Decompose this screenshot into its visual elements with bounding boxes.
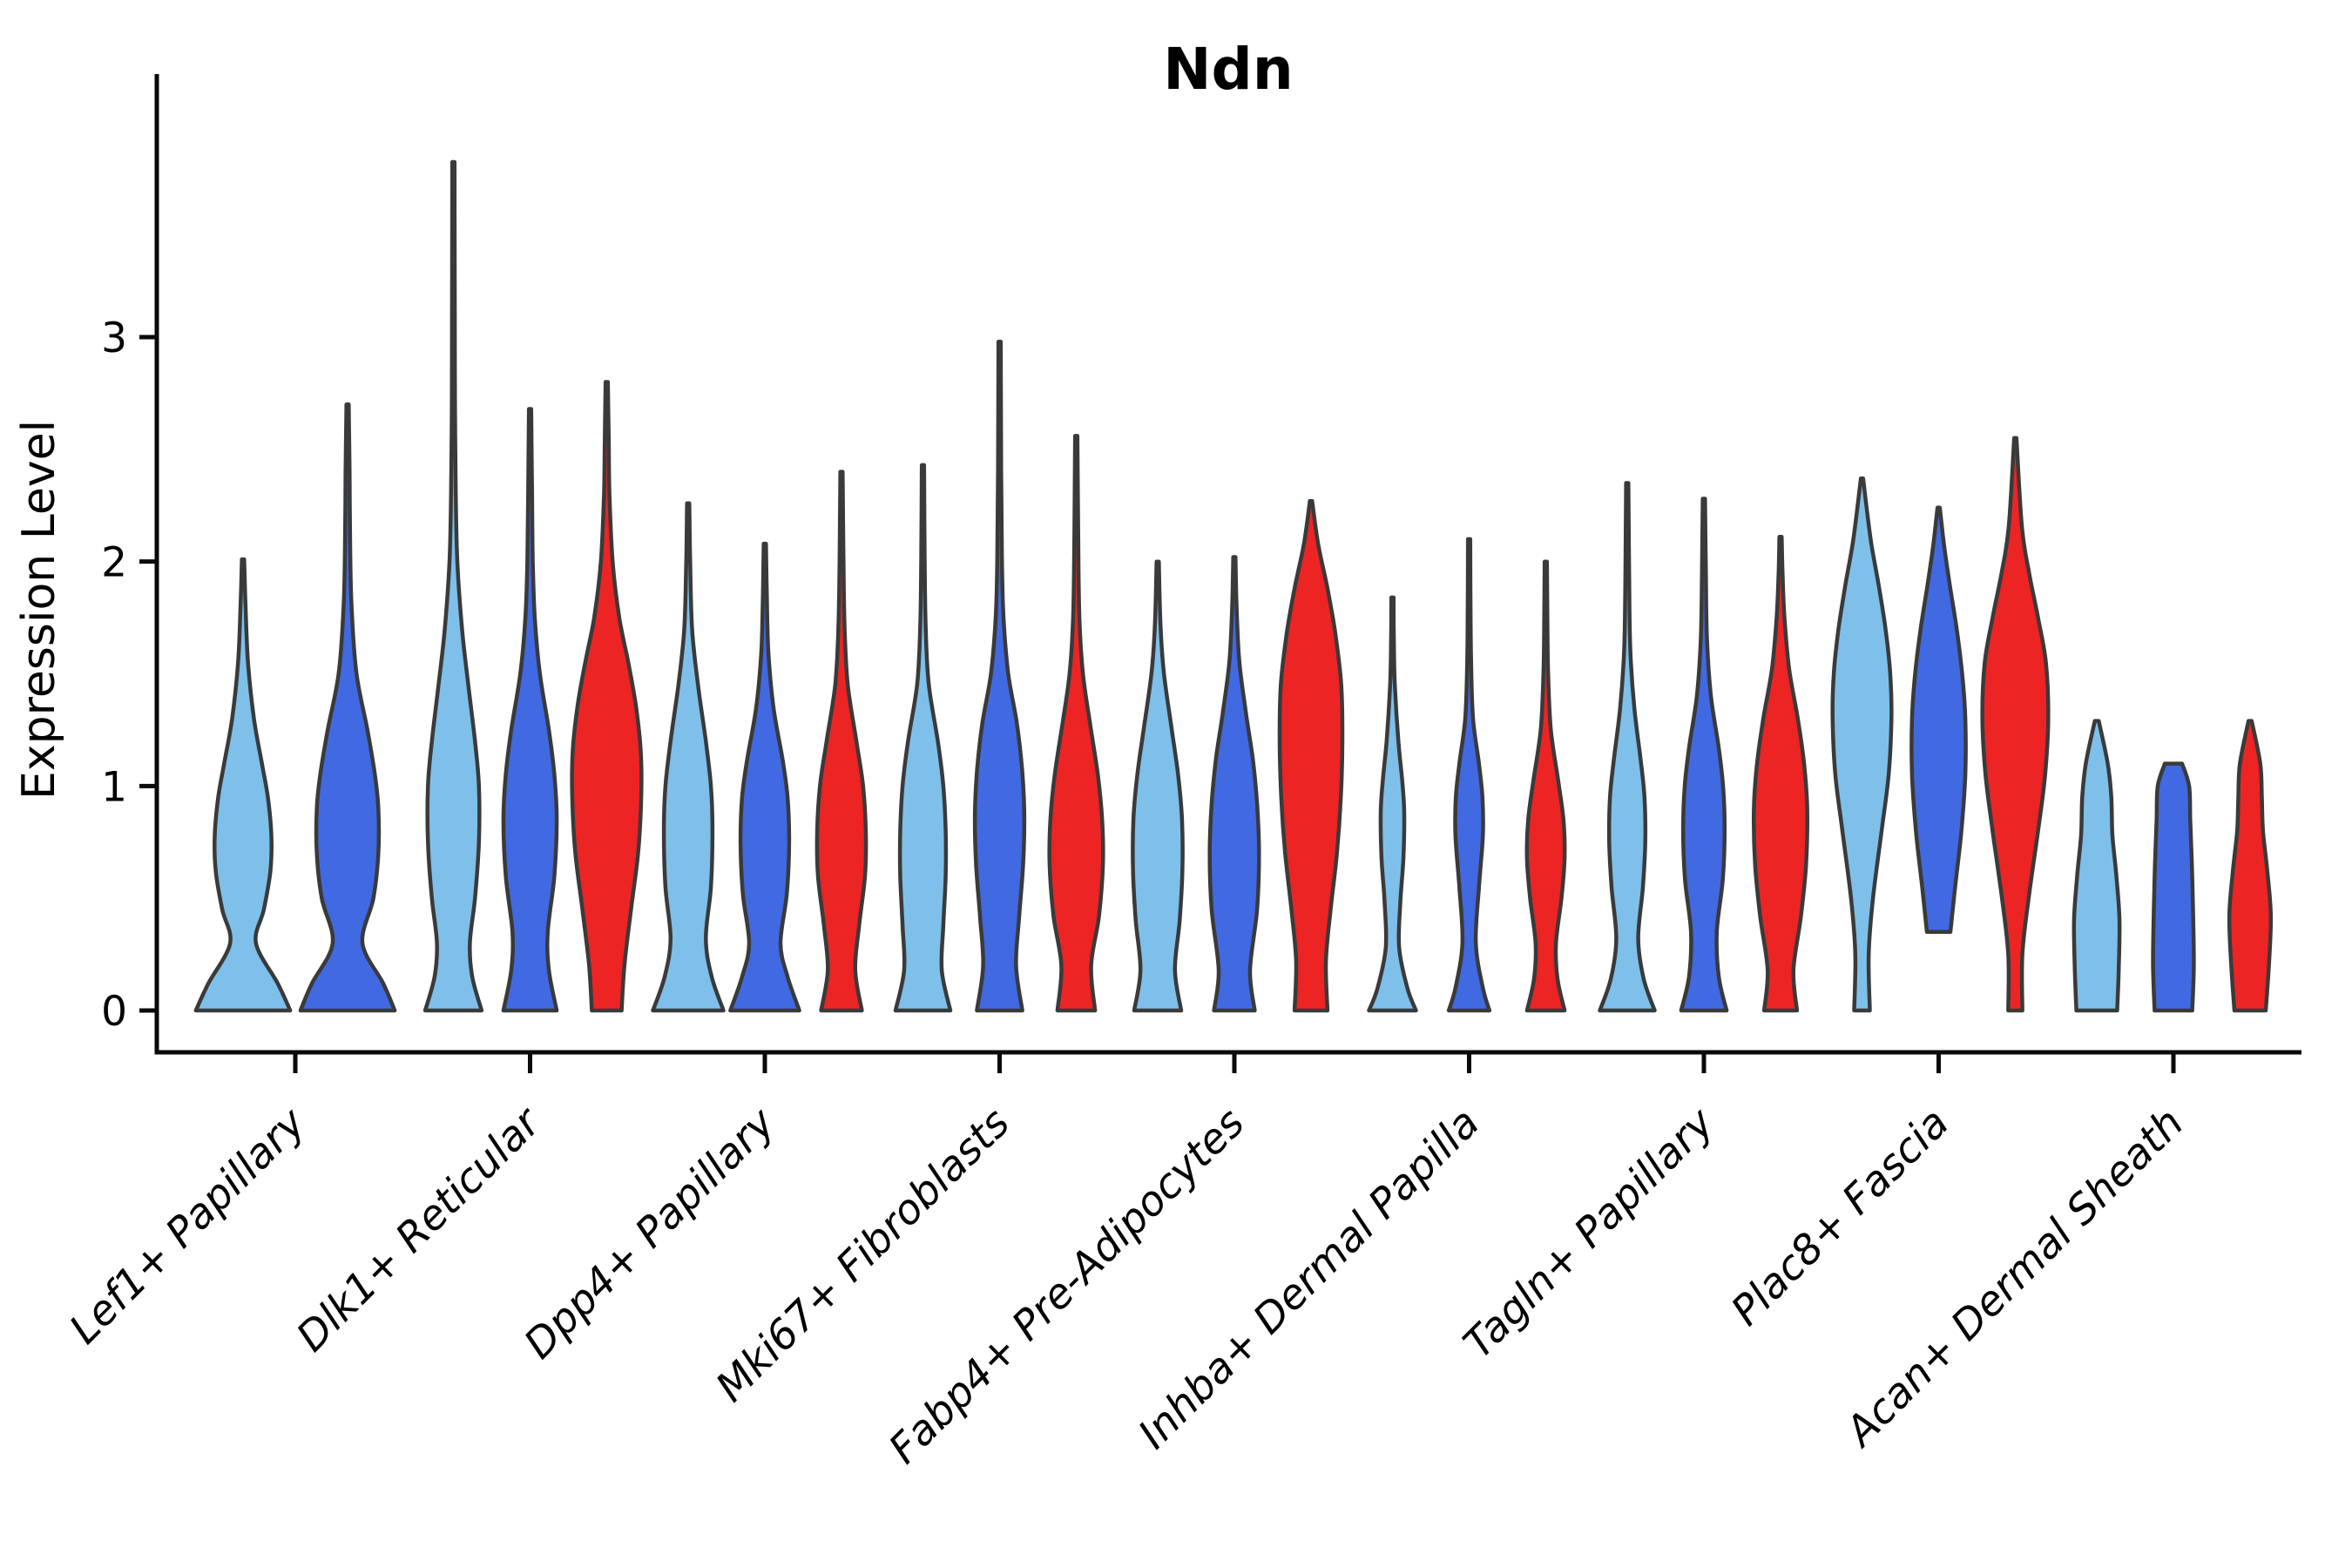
violin-tagln-papillary-dark-blue [1679,497,1729,1013]
violin-mki67-fibroblasts-red [1047,434,1105,1013]
violin-mki67-fibroblasts-dark-blue [972,339,1027,1013]
y-tick-label-0: 0 [101,988,127,1036]
plot-title: Ndn [1163,36,1293,103]
violin-mki67-fibroblasts-light-blue [893,463,953,1013]
x-category-label-dlk1-reticular: Dlk1+ Reticular [287,1098,551,1362]
x-category-label-dpp4-papillary: Dpp4+ Papillary [515,1098,785,1369]
violin-fabp4-pre-adipocytes-red [1277,498,1345,1013]
violin-series-group [193,159,2274,1013]
x-category-label-lef1-papillary: Lef1+ Papillary [60,1098,315,1354]
violin-dpp4-papillary-dark-blue [728,541,801,1013]
y-tick-label-2: 2 [101,539,127,587]
x-category-label-plac8-fascia: Plac8+ Fascia [1722,1099,1958,1335]
y-tick-label-3: 3 [101,314,127,362]
violin-dlk1-reticular-light-blue [422,159,484,1013]
violin-inhba-dermal-papilla-red [1524,559,1567,1013]
violin-inhba-dermal-papilla-light-blue [1367,595,1418,1013]
violin-acan-dermal-sheath-dark-blue [2151,761,2196,1013]
violin-plac8-fascia-red [1980,436,2051,1013]
y-axis-label: Expression Level [13,420,65,800]
x-category-label-tagln-papillary: Tagln+ Papillary [1455,1098,1725,1369]
violin-tagln-papillary-light-blue [1598,481,1657,1013]
violin-fabp4-pre-adipocytes-light-blue [1131,559,1185,1013]
y-tick-group: 0 1 2 3 [101,314,159,1036]
violin-dlk1-reticular-dark-blue [501,407,559,1013]
violin-fabp4-pre-adipocytes-dark-blue [1207,555,1261,1013]
y-tick-label-1: 1 [101,763,127,811]
violin-lef1-papillary-dark-blue [298,402,397,1013]
axes-group [154,74,2301,1055]
violin-dpp4-papillary-red [814,470,868,1013]
violin-lef1-papillary-light-blue [193,557,293,1013]
violin-acan-dermal-sheath-red [2227,719,2274,1013]
violin-tagln-papillary-red [1752,535,1809,1013]
violin-plac8-fascia-light-blue [1830,476,1894,1013]
violin-plac8-fascia-dark-blue [1909,505,1968,935]
violin-inhba-dermal-papilla-dark-blue [1446,537,1492,1013]
violin-acan-dermal-sheath-light-blue [2072,719,2122,1013]
violin-dlk1-reticular-red [570,380,644,1013]
violin-dpp4-papillary-light-blue [651,501,726,1013]
